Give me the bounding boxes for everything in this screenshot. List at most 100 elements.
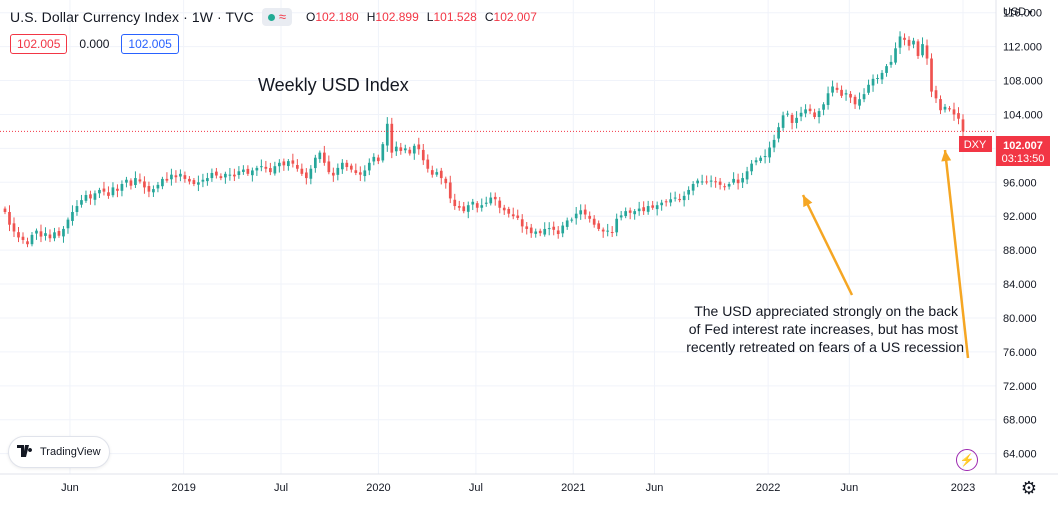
candle xyxy=(170,168,173,186)
candle-body xyxy=(439,170,443,179)
candle-body xyxy=(345,162,349,168)
candle-body xyxy=(291,160,295,164)
candle-body xyxy=(813,112,816,118)
y-tick-label: 96.000 xyxy=(1003,177,1037,189)
candle xyxy=(403,144,407,154)
candle xyxy=(583,204,587,220)
candle xyxy=(66,217,70,234)
candle xyxy=(331,167,335,182)
price-axis[interactable]: 116.000112.000108.000104.000100.00096.00… xyxy=(995,0,1043,474)
candle xyxy=(475,201,479,213)
candle xyxy=(934,85,938,104)
candle xyxy=(736,173,740,190)
candle-body xyxy=(26,241,29,245)
high-value: 102.899 xyxy=(375,10,419,24)
candle xyxy=(295,159,299,172)
candle-body xyxy=(633,211,637,215)
candle-body xyxy=(507,208,511,214)
candle-body xyxy=(759,157,762,161)
candle-body xyxy=(35,230,38,234)
candle-body xyxy=(579,210,583,215)
gear-icon[interactable]: ⚙ xyxy=(1020,477,1038,498)
candle-body xyxy=(102,188,106,192)
candle xyxy=(102,181,106,196)
candle xyxy=(215,167,218,179)
candle xyxy=(62,226,65,243)
candle xyxy=(322,145,326,166)
candle xyxy=(273,161,277,176)
candle-body xyxy=(39,231,43,237)
market-status[interactable]: ≈ xyxy=(261,8,292,26)
candle-body xyxy=(840,89,843,96)
candle-body xyxy=(57,230,61,236)
candle xyxy=(372,153,376,166)
candle-body xyxy=(786,113,789,115)
y-tick-label: 116.000 xyxy=(1003,8,1042,20)
candle-body xyxy=(606,230,610,232)
candle-body xyxy=(624,211,628,217)
candle-body xyxy=(304,172,308,179)
candle-body xyxy=(300,168,304,174)
candle-body xyxy=(538,230,542,234)
candle-body xyxy=(831,86,834,93)
candle xyxy=(385,117,389,152)
symbol-title[interactable]: U.S. Dollar Currency Index · 1W · TVC xyxy=(10,9,254,25)
candle-body xyxy=(152,189,155,193)
candle-body xyxy=(206,178,209,182)
x-tick-label: 2020 xyxy=(366,482,390,494)
candle xyxy=(228,167,232,181)
candle xyxy=(741,172,744,188)
candle xyxy=(709,175,713,188)
candle-body xyxy=(943,106,947,110)
candle xyxy=(179,169,182,182)
candle xyxy=(529,223,533,238)
tradingview-logo[interactable]: TradingView xyxy=(8,436,110,468)
candle xyxy=(493,192,497,206)
candle xyxy=(880,70,884,85)
candle xyxy=(745,166,749,185)
candle-body xyxy=(844,93,848,95)
candle xyxy=(768,141,771,163)
candle-body xyxy=(660,202,664,206)
sell-price-button[interactable]: 102.005 xyxy=(10,34,68,54)
candle xyxy=(367,158,371,176)
y-tick-label: 112.000 xyxy=(1003,42,1042,54)
candle-body xyxy=(188,178,191,182)
candle-body xyxy=(170,174,173,180)
candle xyxy=(111,182,115,198)
candle-body xyxy=(804,109,807,114)
open-label: O xyxy=(305,10,316,24)
candle xyxy=(21,232,25,244)
candle xyxy=(255,165,259,176)
lightning-icon[interactable]: ⚡ xyxy=(956,449,978,471)
candle-body xyxy=(781,115,785,128)
candle xyxy=(498,196,502,214)
x-tick-label: 2019 xyxy=(171,482,195,494)
candle-body xyxy=(394,146,398,152)
candle-body xyxy=(570,219,574,221)
close-value: 102.007 xyxy=(493,10,537,24)
candle-body xyxy=(489,197,493,204)
candle-body xyxy=(700,181,704,183)
x-tick-label: 2021 xyxy=(561,482,585,494)
candle-body xyxy=(385,123,389,146)
candle xyxy=(188,176,191,185)
candle xyxy=(480,198,484,212)
candle xyxy=(430,165,434,178)
currency-selector[interactable]: USD ▾ xyxy=(1003,6,1032,18)
candle xyxy=(507,206,511,218)
candle xyxy=(876,74,879,84)
buy-price-button[interactable]: 102.005 xyxy=(121,34,179,54)
candle xyxy=(264,160,268,173)
candle xyxy=(251,167,254,182)
time-axis[interactable]: 18Jun2019Jul2020Jul2021Jun2022Jun2023 xyxy=(0,473,1058,494)
candle xyxy=(291,153,295,168)
candle-body xyxy=(161,178,164,187)
candle-body xyxy=(849,93,852,98)
candle-body xyxy=(934,90,938,99)
candle xyxy=(835,82,839,93)
candle-body xyxy=(799,112,803,117)
candle xyxy=(961,114,965,137)
